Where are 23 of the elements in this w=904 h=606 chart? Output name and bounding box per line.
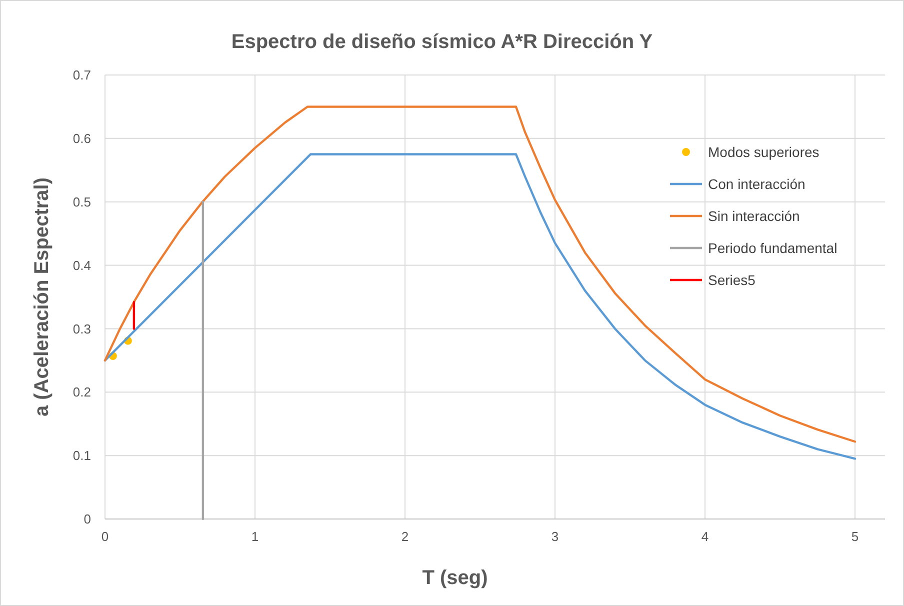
y-axis-title: a (Aceleración Espectral) [31, 178, 53, 416]
x-tick-label: 2 [401, 529, 409, 544]
y-tick-label: 0.6 [72, 130, 91, 146]
x-tick-label: 3 [551, 529, 559, 544]
y-tick-label: 0.7 [72, 68, 91, 83]
legend-label: Modos superiores [708, 144, 820, 160]
x-tick-label: 4 [701, 529, 709, 544]
legend-label: Periodo fundamental [708, 240, 838, 256]
y-tick-label: 0.1 [72, 448, 91, 464]
y-tick-label: 0.2 [72, 384, 91, 400]
y-tick-label: 0.5 [72, 194, 91, 210]
x-tick-label: 5 [851, 529, 859, 544]
legend-label: Sin interacción [708, 208, 800, 224]
y-tick-label: 0 [84, 512, 91, 527]
y-tick-label: 0.4 [72, 258, 91, 273]
legend-label: Con interacción [708, 176, 806, 192]
x-tick-label: 0 [101, 529, 109, 544]
x-axis-title: T (seg) [422, 567, 488, 589]
y-tick-label: 0.3 [72, 321, 91, 336]
x-tick-label: 1 [251, 529, 259, 544]
chart-title: Espectro de diseño sísmico A*R Dirección Y [231, 31, 654, 53]
legend-label: Series5 [708, 272, 756, 288]
line-series [104, 106, 856, 443]
